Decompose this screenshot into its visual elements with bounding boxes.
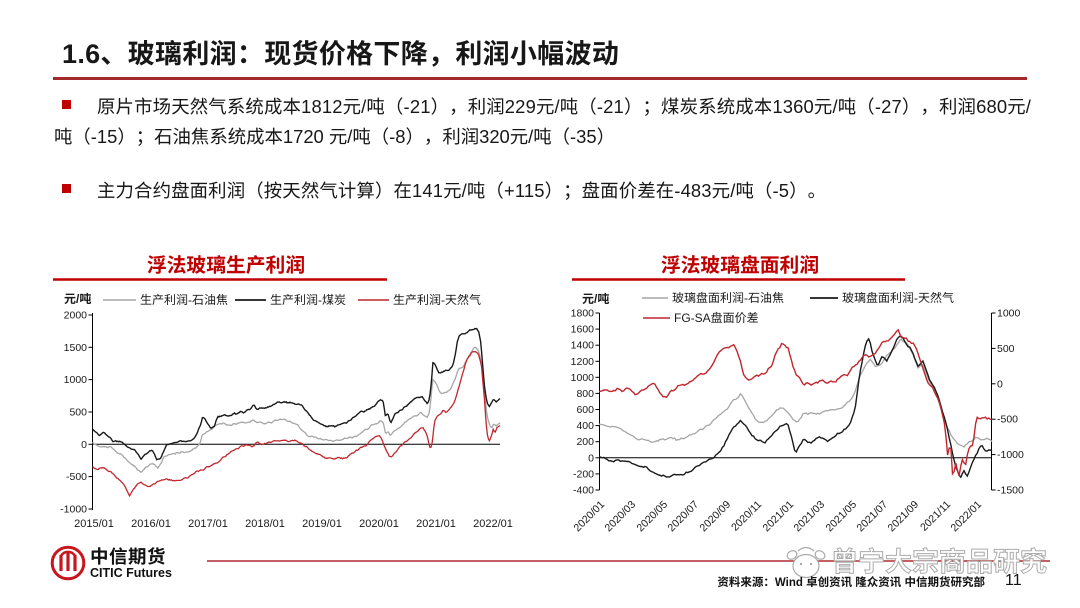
- svg-text:2021/03: 2021/03: [792, 499, 828, 535]
- svg-text:1200: 1200: [571, 356, 595, 368]
- svg-text:元/吨: 元/吨: [582, 292, 609, 306]
- svg-text:2019/01: 2019/01: [302, 518, 342, 530]
- svg-text:2016/01: 2016/01: [131, 518, 171, 530]
- svg-text:2022/01: 2022/01: [949, 499, 985, 535]
- svg-text:2015/01: 2015/01: [74, 518, 114, 530]
- svg-text:0: 0: [81, 439, 87, 451]
- svg-text:2021/07: 2021/07: [855, 499, 891, 535]
- svg-text:800: 800: [576, 388, 594, 400]
- svg-text:2022/01: 2022/01: [473, 518, 513, 530]
- svg-text:2020/07: 2020/07: [666, 499, 702, 535]
- svg-text:0: 0: [997, 378, 1003, 390]
- svg-text:生产利润-煤炭: 生产利润-煤炭: [270, 293, 346, 307]
- svg-text:2021/01: 2021/01: [761, 499, 797, 535]
- svg-text:200: 200: [576, 436, 594, 448]
- svg-text:500: 500: [69, 407, 87, 419]
- svg-text:2017/01: 2017/01: [188, 518, 228, 530]
- svg-text:-400: -400: [573, 485, 594, 497]
- svg-text:400: 400: [576, 420, 594, 432]
- svg-text:-1500: -1500: [997, 485, 1024, 497]
- svg-text:1500: 1500: [64, 342, 88, 354]
- svg-text:玻璃盘面利润-天然气: 玻璃盘面利润-天然气: [842, 291, 954, 305]
- svg-text:2018/01: 2018/01: [245, 518, 285, 530]
- svg-text:500: 500: [997, 343, 1015, 355]
- svg-text:2020/03: 2020/03: [603, 499, 639, 535]
- svg-text:2020/01: 2020/01: [572, 499, 608, 535]
- svg-text:生产利润-天然气: 生产利润-天然气: [393, 293, 481, 307]
- svg-text:600: 600: [576, 404, 594, 416]
- svg-text:1800: 1800: [571, 308, 595, 320]
- svg-text:浮法玻璃生产利润: 浮法玻璃生产利润: [147, 255, 305, 277]
- svg-text:生产利润-石油焦: 生产利润-石油焦: [140, 293, 228, 307]
- svg-text:2020/11: 2020/11: [729, 499, 764, 534]
- svg-text:2021/09: 2021/09: [886, 499, 922, 535]
- svg-text:2020/09: 2020/09: [698, 499, 734, 535]
- svg-text:2021/01: 2021/01: [416, 518, 456, 530]
- svg-text:1000: 1000: [64, 374, 88, 386]
- svg-text:元/吨: 元/吨: [64, 292, 91, 306]
- svg-text:2020/05: 2020/05: [635, 499, 671, 535]
- svg-text:2021/05: 2021/05: [824, 499, 860, 535]
- svg-text:2000: 2000: [64, 310, 88, 322]
- svg-text:2021/11: 2021/11: [918, 499, 953, 534]
- svg-text:-500: -500: [66, 471, 87, 483]
- svg-text:1000: 1000: [571, 372, 595, 384]
- svg-text:0: 0: [588, 452, 594, 464]
- svg-text:-200: -200: [573, 468, 594, 480]
- svg-text:FG-SA盘面价差: FG-SA盘面价差: [674, 311, 759, 325]
- svg-text:-500: -500: [997, 414, 1018, 426]
- svg-text:玻璃盘面利润-石油焦: 玻璃盘面利润-石油焦: [672, 291, 784, 305]
- svg-text:1000: 1000: [997, 308, 1021, 320]
- svg-text:2020/01: 2020/01: [359, 518, 399, 530]
- svg-text:1400: 1400: [571, 340, 595, 352]
- svg-text:-1000: -1000: [60, 504, 87, 516]
- svg-text:浮法玻璃盘面利润: 浮法玻璃盘面利润: [661, 255, 819, 277]
- svg-text:-1000: -1000: [997, 449, 1024, 461]
- svg-text:1600: 1600: [571, 324, 595, 336]
